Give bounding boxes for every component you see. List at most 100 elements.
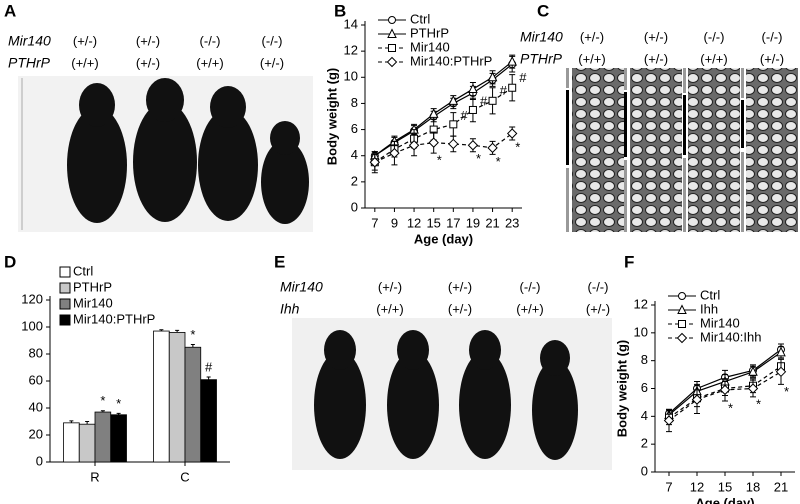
x-tick-label: 18 bbox=[746, 479, 760, 494]
marker bbox=[468, 105, 477, 114]
legend-label: Mir140:PTHrP bbox=[410, 53, 492, 68]
y-tick-label: 80 bbox=[29, 345, 43, 360]
marker bbox=[775, 366, 787, 378]
y-tick-label: 40 bbox=[29, 399, 43, 414]
y-tick-label: 14 bbox=[344, 16, 358, 31]
marker bbox=[487, 71, 498, 82]
y-tick-label: 0 bbox=[351, 199, 358, 214]
bar bbox=[168, 331, 186, 463]
x-tick-label: 21 bbox=[485, 215, 499, 230]
x-tick-label: 9 bbox=[391, 215, 398, 230]
bar bbox=[94, 411, 112, 463]
marker bbox=[387, 28, 397, 38]
significance: # bbox=[480, 94, 488, 109]
marker bbox=[776, 346, 786, 357]
marker bbox=[508, 83, 517, 92]
marker bbox=[389, 147, 400, 159]
genotype: (+/-) bbox=[73, 33, 97, 48]
legend-label: Mir140 bbox=[73, 295, 113, 310]
error-bar bbox=[175, 329, 180, 333]
y-tick-label: 100 bbox=[21, 318, 43, 333]
genotype: (-/-) bbox=[520, 279, 541, 294]
y-tick-label: 120 bbox=[21, 291, 43, 306]
y-tick-label: 2 bbox=[351, 173, 358, 188]
bar bbox=[110, 414, 127, 463]
significance: * bbox=[756, 396, 761, 411]
legend-label: Ctrl bbox=[410, 11, 430, 26]
y-tick-label: 2 bbox=[641, 436, 648, 451]
marker bbox=[369, 157, 381, 168]
error-bar bbox=[206, 376, 211, 380]
marker bbox=[748, 366, 758, 376]
significance: # bbox=[460, 108, 468, 123]
marker bbox=[507, 55, 517, 66]
marker bbox=[663, 415, 675, 426]
y-tick-label: 20 bbox=[29, 426, 43, 441]
panel-label: A bbox=[4, 1, 16, 20]
panel-label: C bbox=[537, 1, 549, 20]
marker bbox=[448, 138, 459, 150]
marker bbox=[428, 108, 439, 118]
bar bbox=[153, 330, 170, 463]
marker bbox=[386, 56, 398, 68]
x-tick-label: 7 bbox=[665, 479, 672, 494]
significance: * bbox=[784, 384, 789, 399]
legend-swatch bbox=[59, 298, 71, 310]
legend-swatch bbox=[59, 314, 71, 326]
marker bbox=[747, 383, 759, 394]
significance: # bbox=[205, 359, 213, 374]
marker bbox=[506, 128, 518, 139]
genotype: (-/-) bbox=[200, 33, 221, 48]
bar bbox=[200, 379, 217, 463]
x-tick-label: 15 bbox=[718, 479, 732, 494]
bar bbox=[63, 422, 80, 463]
marker bbox=[388, 16, 396, 24]
genotype: (+/-) bbox=[260, 55, 284, 70]
legend-label: Ihh bbox=[700, 301, 718, 316]
genotype: (-/-) bbox=[704, 29, 725, 44]
marker bbox=[488, 96, 497, 105]
legend-swatch bbox=[59, 266, 71, 278]
marker bbox=[448, 95, 459, 105]
marker bbox=[487, 142, 498, 154]
x-tick-label: 21 bbox=[774, 479, 788, 494]
series-line bbox=[374, 87, 513, 163]
marker bbox=[388, 44, 396, 52]
genotype: (+/-) bbox=[378, 279, 402, 294]
y-tick-label: 12 bbox=[344, 43, 358, 58]
legend-label: Mir140 bbox=[410, 39, 450, 54]
marker bbox=[467, 140, 479, 151]
significance: * bbox=[515, 139, 520, 154]
legend-label: PTHrP bbox=[410, 25, 449, 40]
x-tick-label: R bbox=[90, 469, 99, 484]
y-tick-label: 8 bbox=[351, 95, 358, 110]
genotype: (-/-) bbox=[262, 33, 283, 48]
genotype: (+/+) bbox=[196, 55, 223, 70]
x-tick-label: 12 bbox=[407, 215, 421, 230]
significance: * bbox=[100, 393, 105, 408]
significance: * bbox=[728, 400, 733, 415]
x-tick-label: 7 bbox=[371, 215, 378, 230]
y-tick-label: 4 bbox=[641, 408, 648, 423]
marker bbox=[408, 140, 420, 151]
mouse-photo-e bbox=[292, 318, 612, 470]
panel-label: D bbox=[4, 252, 16, 271]
genotype: (-/-) bbox=[588, 279, 609, 294]
genotype: (+/-) bbox=[448, 301, 472, 316]
panel-label: E bbox=[274, 252, 285, 271]
marker bbox=[678, 320, 686, 328]
genotype: (+/+) bbox=[700, 51, 727, 66]
marker bbox=[691, 394, 703, 405]
bar bbox=[78, 423, 96, 463]
y-axis-label: Body weight (g) bbox=[614, 340, 629, 438]
error-bar bbox=[100, 410, 105, 413]
y-tick-label: 12 bbox=[634, 296, 648, 311]
genotype: (+/-) bbox=[448, 279, 472, 294]
y-tick-label: 6 bbox=[641, 380, 648, 395]
histology-c bbox=[566, 68, 798, 232]
x-tick-label: 12 bbox=[690, 479, 704, 494]
marker bbox=[719, 384, 731, 396]
genotype: (+/-) bbox=[586, 301, 610, 316]
panel-label: B bbox=[334, 1, 346, 20]
genotype: (+/+) bbox=[516, 301, 543, 316]
